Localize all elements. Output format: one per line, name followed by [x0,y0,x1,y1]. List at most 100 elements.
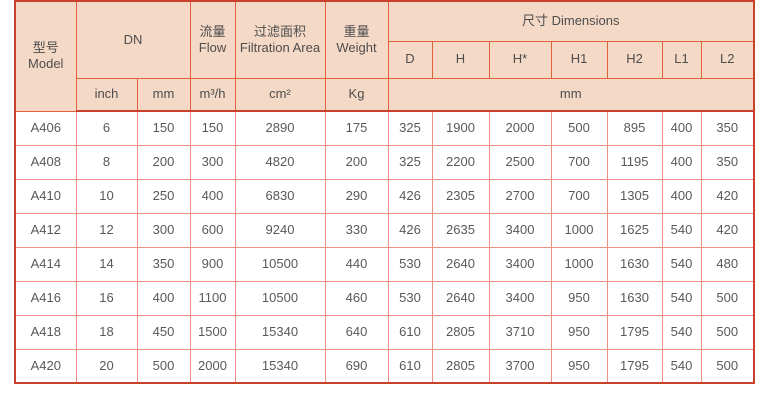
col-header-dimensions: 尺寸 Dimensions [387,0,755,42]
unit-weight: Kg [324,77,389,112]
cell-flow: 2000 [189,348,236,384]
table-row: A414 14 350 900 10500 440 530 2640 3400 1000 1630 5… [14,246,755,282]
cell-area: 10500 [234,246,326,282]
cell-dn-inch: 14 [75,246,138,282]
cell-dim-l2: 350 [700,110,755,146]
col-header-weight: 重量 Weight [324,0,389,79]
cell-dim-l1: 400 [661,178,702,214]
table-row: A408 8 200 300 4820 200 325 2200 2500 700 1195 400 3… [14,144,755,180]
cell-dim-hstar: 3710 [488,314,552,350]
cell-dim-hstar: 2000 [488,110,552,146]
cell-dim-hstar: 3400 [488,280,552,316]
header-row-groups: 型号 Model DN 流量 Flow 过滤面积 Filtration Area… [14,0,755,112]
cell-flow: 1500 [189,314,236,350]
cell-dn-mm: 350 [136,246,191,282]
col-header-flow-cn: 流量 [199,23,226,39]
cell-dim-l1: 540 [661,212,702,248]
cell-dn-inch: 16 [75,280,138,316]
cell-flow: 1100 [189,280,236,316]
cell-dn-mm: 300 [136,212,191,248]
cell-area: 15340 [234,348,326,384]
cell-dim-l2: 420 [700,212,755,248]
cell-dim-h2: 1630 [606,246,663,282]
cell-dim-h: 2635 [431,212,490,248]
table-row: A416 16 400 1100 10500 460 530 2640 3400 950 1630 5… [14,280,755,316]
cell-dim-hstar: 2700 [488,178,552,214]
cell-dim-h2: 1630 [606,280,663,316]
cell-model: A410 [14,178,77,214]
col-header-flow-en: Flow [198,39,227,55]
cell-dim-h: 2640 [431,280,490,316]
cell-dn-inch: 10 [75,178,138,214]
cell-dn-inch: 6 [75,110,138,146]
unit-inch: inch [75,77,138,112]
col-header-dim-h1: H1 [550,40,608,79]
cell-dim-l1: 400 [661,110,702,146]
unit-flow: m³/h [189,77,236,112]
cell-weight: 290 [324,178,389,214]
cell-dn-mm: 150 [136,110,191,146]
col-header-dim-l2: L2 [700,40,755,79]
table-row: A410 10 250 400 6830 290 426 2305 2700 700 1305 400… [14,178,755,214]
col-header-model: 型号 Model [14,0,77,112]
table-row: A412 12 300 600 9240 330 426 2635 3400 1000 1625 54… [14,212,755,248]
cell-dn-mm: 400 [136,280,191,316]
table-row: A418 18 450 1500 15340 640 610 2805 3710 950 1795 5… [14,314,755,350]
cell-area: 10500 [234,280,326,316]
cell-dn-mm: 450 [136,314,191,350]
cell-area: 15340 [234,314,326,350]
cell-dim-l2: 480 [700,246,755,282]
cell-model: A418 [14,314,77,350]
col-header-dim-h2: H2 [606,40,663,79]
cell-dim-d: 325 [387,144,433,180]
cell-dim-h2: 1795 [606,348,663,384]
cell-dim-h: 2805 [431,348,490,384]
spec-table-body: A406 6 150 150 2890 175 325 1900 2000 500 895 400 35… [14,110,755,384]
cell-model: A408 [14,144,77,180]
col-header-filtration-en: Filtration Area [239,39,321,55]
cell-dim-d: 610 [387,314,433,350]
cell-dim-hstar: 3700 [488,348,552,384]
col-header-dim-l1: L1 [661,40,702,79]
cell-dn-mm: 500 [136,348,191,384]
cell-dim-h1: 950 [550,314,608,350]
unit-mm: mm [136,77,191,112]
cell-area: 6830 [234,178,326,214]
cell-model: A416 [14,280,77,316]
cell-weight: 175 [324,110,389,146]
col-header-weight-en: Weight [336,39,377,55]
cell-dim-d: 426 [387,178,433,214]
cell-dn-inch: 18 [75,314,138,350]
col-header-model-en: Model [28,56,64,72]
cell-dim-h1: 500 [550,110,608,146]
cell-area: 4820 [234,144,326,180]
cell-model: A420 [14,348,77,384]
cell-dim-h1: 700 [550,144,608,180]
cell-dim-h: 2305 [431,178,490,214]
cell-dim-l1: 540 [661,314,702,350]
header-row-units: inch mm m³/h cm² Kg mm [15,77,755,112]
cell-dim-h2: 1795 [606,314,663,350]
cell-flow: 600 [189,212,236,248]
cell-dn-mm: 200 [136,144,191,180]
cell-dim-h: 2200 [431,144,490,180]
cell-dim-h2: 895 [606,110,663,146]
cell-dim-d: 426 [387,212,433,248]
cell-dn-inch: 20 [75,348,138,384]
cell-flow: 900 [189,246,236,282]
cell-dim-l2: 500 [700,348,755,384]
cell-weight: 690 [324,348,389,384]
col-header-model-cn: 型号 [32,40,59,55]
cell-dim-h1: 950 [550,348,608,384]
cell-dim-l1: 540 [661,348,702,384]
cell-dim-l1: 540 [661,280,702,316]
cell-flow: 400 [189,178,236,214]
cell-weight: 330 [324,212,389,248]
col-header-dn: DN [75,0,191,79]
table-row: A406 6 150 150 2890 175 325 1900 2000 500 895 400 35… [14,110,755,146]
unit-area: cm² [234,77,326,112]
col-header-dim-h: H [431,40,490,79]
cell-weight: 640 [324,314,389,350]
cell-dim-hstar: 3400 [488,246,552,282]
header-row-dims: D H H* H1 H2 L1 L2 [15,40,755,79]
